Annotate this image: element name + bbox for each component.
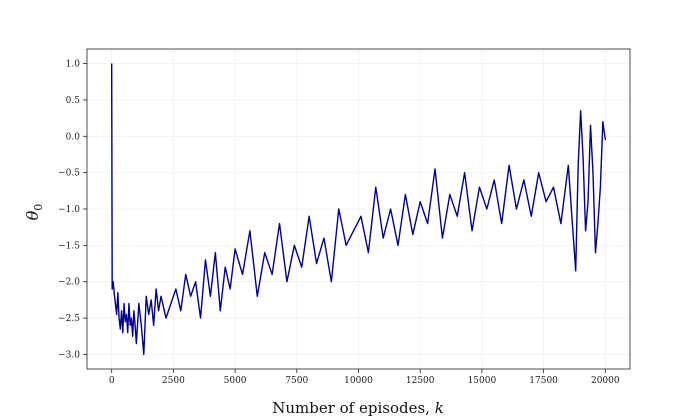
x-tick-label: 15000: [468, 376, 497, 386]
y-tick-label: −2.0: [58, 278, 80, 288]
x-tick-label: 2500: [162, 376, 185, 386]
x-tick-label: 10000: [344, 376, 373, 386]
x-axis: 0 2500 5000 7500 10000 12500 15000 17500 20000: [109, 369, 620, 386]
x-axis-label: Number of episodes, k: [272, 399, 444, 417]
y-tick-label: −0.5: [58, 169, 80, 179]
series-line-theta0: [110, 63, 607, 356]
x-tick-label: 20000: [591, 376, 620, 386]
x-tick-label: 12500: [406, 376, 435, 386]
y-tick-label: 0.0: [66, 132, 81, 142]
y-tick-label: 0.5: [66, 96, 81, 106]
y-tick-label: −3.0: [58, 350, 80, 360]
x-tick-label: 0: [109, 376, 115, 386]
y-tick-label: −2.5: [58, 314, 80, 324]
y-tick-label: 1.0: [66, 60, 81, 70]
x-tick-label: 17500: [529, 376, 558, 386]
x-tick-label: 5000: [224, 376, 247, 386]
grid: [87, 49, 630, 369]
x-tick-label: 7500: [285, 376, 308, 386]
y-tick-label: −1.5: [58, 241, 80, 251]
y-axis: 1.0 0.5 0.0 −0.5 −1.0 −1.5 −2.0 −2.5 −3.0: [58, 60, 87, 360]
y-axis-label: θ0: [23, 204, 45, 221]
y-tick-label: −1.0: [58, 205, 80, 215]
